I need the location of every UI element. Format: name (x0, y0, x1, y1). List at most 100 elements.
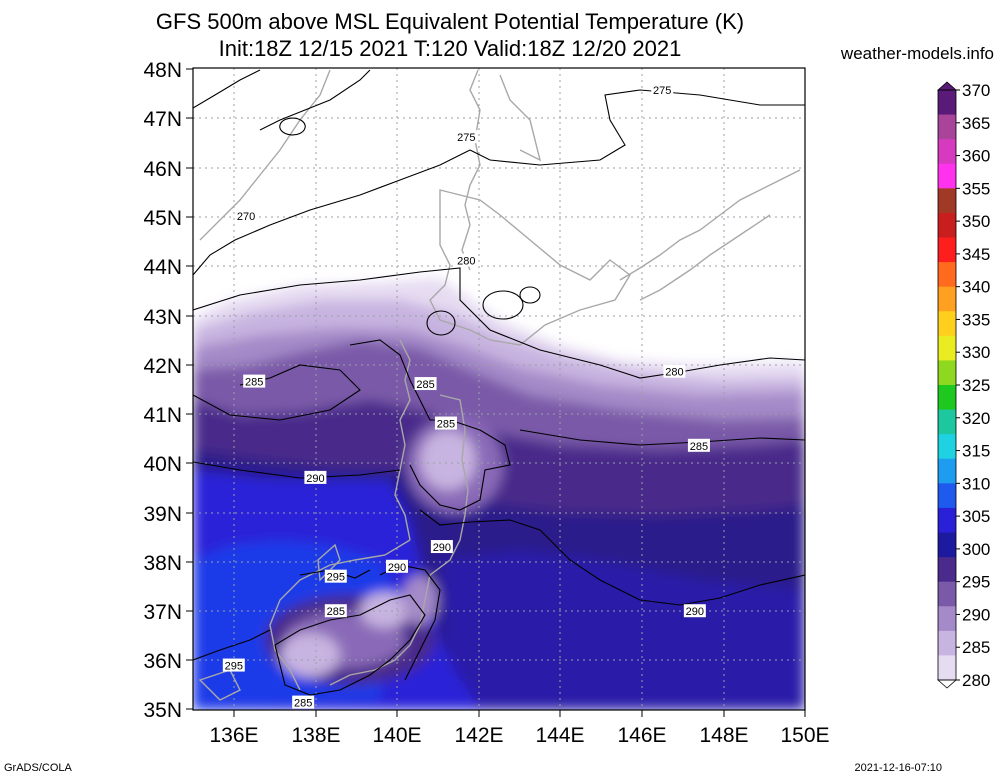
contour-label: 275 (651, 83, 674, 97)
colorbar-segment (938, 188, 956, 214)
contour-label: 285 (687, 438, 710, 453)
colorbar-segment (938, 581, 956, 607)
colorbar-label: 310 (962, 474, 990, 493)
contour-label-text: 290 (388, 562, 406, 574)
colorbar-segment (938, 483, 956, 509)
colorbar-segment (938, 114, 956, 140)
colorbar-segment (938, 262, 956, 288)
contour-label-text: 295 (225, 661, 243, 673)
colorbar-segment (938, 360, 956, 386)
contour-label-text: 280 (665, 367, 683, 379)
lat-axis-labels: 48N 47N 46N 45N 44N 43N 42N 41N 40N 39N … (143, 59, 182, 722)
render-timestamp: 2021-12-16-07:10 (854, 762, 942, 774)
lat-label: 45N (143, 207, 182, 230)
contour-label-text: 275 (457, 132, 475, 144)
colorbar-label: 325 (962, 376, 990, 395)
lon-label: 148E (699, 724, 748, 747)
axis-ticks (186, 68, 806, 717)
colorbar-label: 355 (962, 179, 990, 198)
lat-label: 39N (143, 503, 182, 526)
colorbar-label: 305 (962, 507, 990, 526)
lon-label: 150E (780, 724, 829, 747)
contour-labels: 275 275 270 280 280 285 285 285 285 290 290 290 295 2… (222, 83, 710, 710)
contour-label-text: 290 (306, 473, 324, 485)
colorbar-min-arrow (936, 679, 958, 689)
contour-label: 285 (324, 604, 347, 618)
colorbar-segment (938, 139, 956, 165)
contour-label-text: 285 (294, 698, 312, 710)
contour-label: 285 (243, 374, 266, 389)
contour-label: 295 (222, 658, 245, 673)
colorbar-label: 285 (962, 638, 990, 657)
colorbar-label: 290 (962, 605, 990, 624)
colorbar-label: 330 (962, 343, 990, 362)
site-credit: weather-models.info (840, 44, 994, 63)
colorbar-segment (938, 630, 956, 656)
contour-label: 285 (292, 695, 315, 710)
colorbar-label: 360 (962, 147, 990, 166)
contour-label-text: 285 (690, 441, 708, 453)
contour-label: 290 (683, 604, 706, 618)
lat-label: 38N (143, 552, 182, 575)
lat-lon-grid (193, 68, 805, 710)
lat-label: 44N (143, 256, 182, 279)
contour-label-text: 285 (245, 377, 263, 389)
contour-label-text: 295 (327, 572, 345, 584)
colorbar-label: 280 (962, 671, 990, 690)
colorbar-segment (938, 409, 956, 435)
colorbar-label: 345 (962, 245, 990, 264)
colorbar-segment (938, 385, 956, 411)
contour-label: 290 (304, 470, 327, 485)
lon-label: 144E (535, 724, 584, 747)
contour-label: 290 (430, 540, 453, 554)
contour-label-text: 270 (237, 211, 255, 223)
colorbar-segment (938, 655, 956, 681)
theta-e-field: 275 275 270 280 280 285 285 285 285 290 290 290 295 2… (193, 68, 805, 710)
colorbar-label: 340 (962, 278, 990, 297)
colorbar-segment (938, 557, 956, 583)
colorbar-segment (938, 212, 956, 238)
lat-label: 37N (143, 601, 182, 624)
lat-label: 48N (143, 59, 182, 82)
colorbar-segment (938, 532, 956, 558)
lat-label: 40N (143, 453, 182, 476)
colorbar-segment (938, 606, 956, 632)
colorbar-segment (938, 335, 956, 361)
coastlines (198, 69, 801, 701)
map-title: GFS 500m above MSL Equivalent Potential … (155, 9, 745, 34)
colorbar-segment (938, 507, 956, 533)
colorbar-label: 295 (962, 573, 990, 592)
lat-label: 47N (143, 108, 182, 131)
lat-label: 36N (143, 650, 182, 673)
contour-lines (193, 69, 805, 696)
contour-label: 285 (414, 377, 437, 391)
lat-label: 41N (143, 404, 182, 427)
colorbar-max-arrow (936, 81, 958, 91)
colorbar-segment (938, 311, 956, 337)
colorbar-label: 350 (962, 212, 990, 231)
contour-label-text: 290 (433, 542, 451, 554)
colorbar: 370 365 360 355 350 345 340 335 330 325 320 315 310 3… (936, 81, 990, 690)
contour-label: 270 (235, 209, 258, 223)
lat-label: 43N (143, 306, 182, 329)
colorbar-segment (938, 458, 956, 484)
lon-label: 140E (372, 724, 421, 747)
contour-label: 280 (455, 253, 478, 268)
lon-label: 136E (209, 724, 258, 747)
map-subtitle: Init:18Z 12/15 2021 T:120 Valid:18Z 12/2… (218, 36, 682, 61)
contour-label: 285 (434, 416, 457, 431)
contour-label: 295 (324, 569, 347, 584)
contour-label-text: 275 (653, 85, 671, 97)
contour-label-text: 285 (327, 606, 345, 618)
software-credit: GrADS/COLA (4, 762, 72, 774)
colorbar-segment (938, 434, 956, 460)
lon-label: 142E (454, 724, 503, 747)
colorbar-label: 335 (962, 310, 990, 329)
colorbar-label: 300 (962, 540, 990, 559)
lat-label: 35N (143, 699, 182, 722)
colorbar-label: 365 (962, 114, 990, 133)
colorbar-label: 320 (962, 409, 990, 428)
contour-label: 280 (663, 364, 686, 379)
lat-label: 46N (143, 158, 182, 181)
contour-label: 275 (455, 130, 478, 144)
